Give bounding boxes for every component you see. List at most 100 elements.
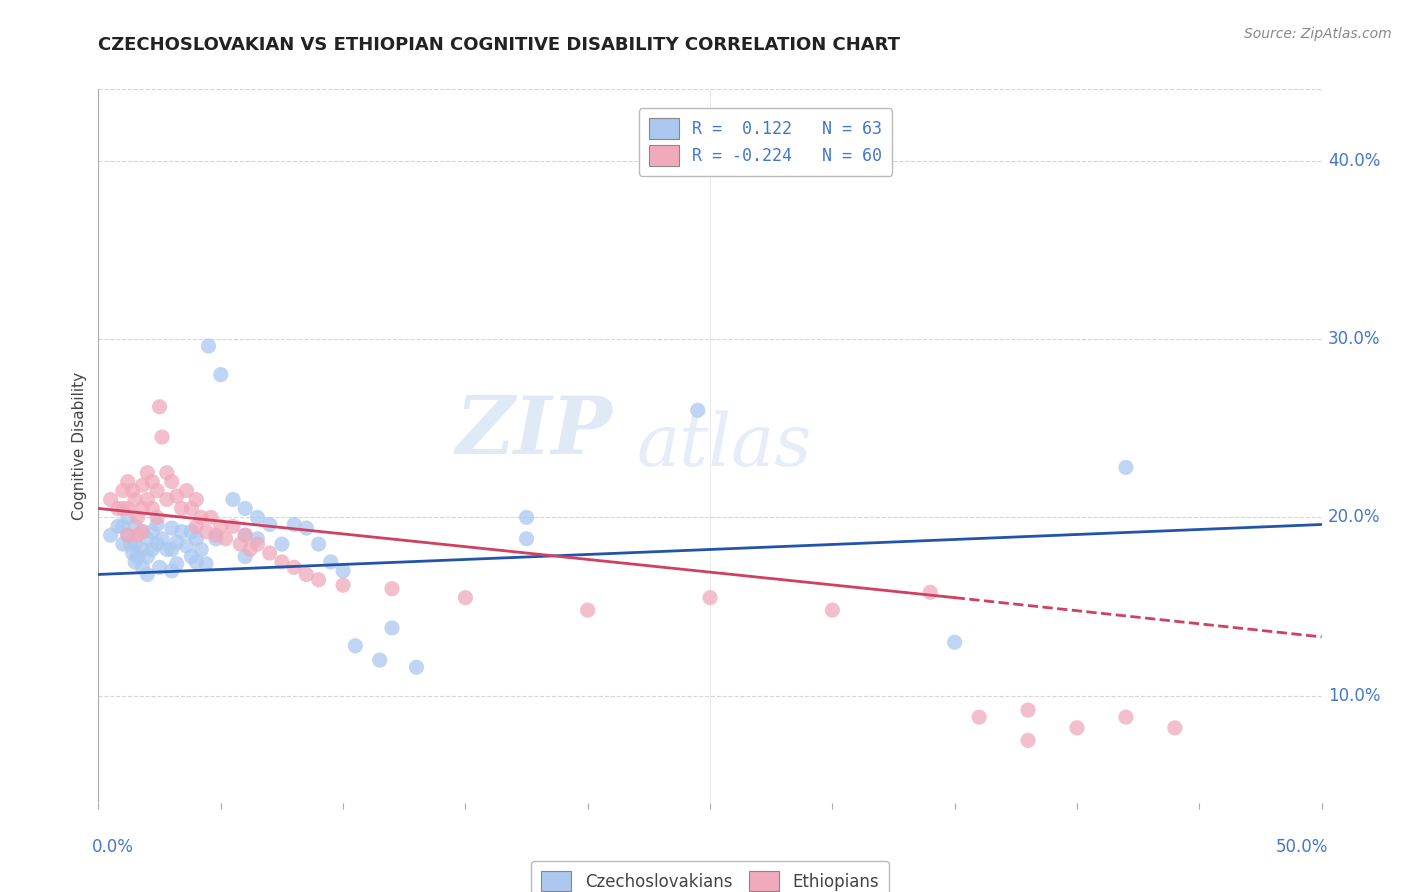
Point xyxy=(121,483,143,498)
Point xyxy=(197,339,219,353)
Point xyxy=(246,537,269,551)
Point xyxy=(170,501,193,516)
Point xyxy=(160,542,183,557)
Point xyxy=(180,549,202,564)
Point xyxy=(454,591,477,605)
Point xyxy=(686,403,709,417)
Point xyxy=(515,532,537,546)
Point xyxy=(141,542,163,557)
Point xyxy=(295,521,318,535)
Point xyxy=(233,528,256,542)
Point xyxy=(405,660,427,674)
Point xyxy=(308,537,330,551)
Point xyxy=(141,524,163,539)
Point xyxy=(1164,721,1187,735)
Point xyxy=(166,557,188,571)
Point xyxy=(131,501,153,516)
Text: Source: ZipAtlas.com: Source: ZipAtlas.com xyxy=(1244,27,1392,41)
Point xyxy=(117,501,139,516)
Point xyxy=(239,542,262,557)
Point xyxy=(100,528,122,542)
Point xyxy=(141,475,163,489)
Point xyxy=(127,549,149,564)
Point xyxy=(233,528,256,542)
Point xyxy=(233,549,256,564)
Point xyxy=(111,537,134,551)
Point xyxy=(131,524,153,539)
Point xyxy=(107,501,129,516)
Point xyxy=(214,532,236,546)
Point xyxy=(1017,733,1039,747)
Point xyxy=(259,517,281,532)
Legend: Czechoslovakians, Ethiopians: Czechoslovakians, Ethiopians xyxy=(531,861,889,892)
Point xyxy=(699,591,721,605)
Point xyxy=(160,475,183,489)
Text: CZECHOSLOVAKIAN VS ETHIOPIAN COGNITIVE DISABILITY CORRELATION CHART: CZECHOSLOVAKIAN VS ETHIOPIAN COGNITIVE D… xyxy=(98,36,900,54)
Point xyxy=(100,492,122,507)
Point xyxy=(205,528,228,542)
Point xyxy=(209,368,232,382)
Point xyxy=(1115,710,1137,724)
Point xyxy=(368,653,391,667)
Point xyxy=(1017,703,1039,717)
Point xyxy=(111,519,134,533)
Point xyxy=(381,621,404,635)
Text: 40.0%: 40.0% xyxy=(1327,152,1381,169)
Point xyxy=(107,519,129,533)
Point xyxy=(186,519,208,533)
Point xyxy=(146,510,169,524)
Point xyxy=(121,546,143,560)
Point xyxy=(117,510,139,524)
Point xyxy=(229,537,252,551)
Point xyxy=(190,542,212,557)
Point xyxy=(319,555,342,569)
Point xyxy=(176,539,198,553)
Point xyxy=(246,510,269,524)
Point xyxy=(195,524,218,539)
Point xyxy=(295,567,318,582)
Point xyxy=(156,492,179,507)
Point xyxy=(124,537,146,551)
Point xyxy=(195,557,218,571)
Point xyxy=(117,528,139,542)
Y-axis label: Cognitive Disability: Cognitive Disability xyxy=(72,372,87,520)
Point xyxy=(156,466,179,480)
Point xyxy=(1115,460,1137,475)
Point xyxy=(270,555,294,569)
Text: 0.0%: 0.0% xyxy=(93,838,134,856)
Point xyxy=(127,528,149,542)
Point xyxy=(111,483,134,498)
Point xyxy=(136,466,159,480)
Point xyxy=(821,603,844,617)
Point xyxy=(160,521,183,535)
Point xyxy=(170,524,193,539)
Point xyxy=(967,710,990,724)
Point xyxy=(308,573,330,587)
Point xyxy=(156,542,179,557)
Point xyxy=(332,578,354,592)
Point xyxy=(1066,721,1088,735)
Point xyxy=(259,546,281,560)
Point xyxy=(149,400,172,414)
Point xyxy=(186,555,208,569)
Point xyxy=(150,430,173,444)
Point xyxy=(136,532,159,546)
Point xyxy=(160,564,183,578)
Point xyxy=(200,510,222,524)
Text: 20.0%: 20.0% xyxy=(1327,508,1381,526)
Point xyxy=(222,492,245,507)
Point xyxy=(176,483,198,498)
Point xyxy=(186,492,208,507)
Point xyxy=(141,501,163,516)
Point xyxy=(124,519,146,533)
Point xyxy=(131,524,153,539)
Point xyxy=(515,510,537,524)
Point xyxy=(246,532,269,546)
Text: 50.0%: 50.0% xyxy=(1275,838,1327,856)
Point xyxy=(943,635,966,649)
Point xyxy=(270,537,294,551)
Point xyxy=(124,555,146,569)
Text: 10.0%: 10.0% xyxy=(1327,687,1381,705)
Point xyxy=(222,519,245,533)
Point xyxy=(136,567,159,582)
